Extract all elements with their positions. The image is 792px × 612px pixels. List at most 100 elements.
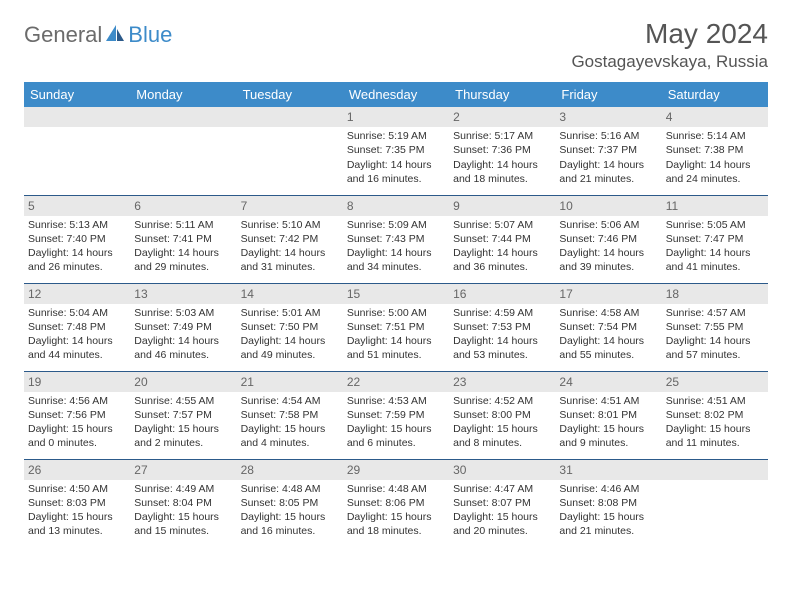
day-info-line: Daylight: 14 hours and 31 minutes. [241,246,339,274]
day-info-line: Sunrise: 5:03 AM [134,306,232,320]
day-info-line: Sunrise: 4:47 AM [453,482,551,496]
calendar-cell: 10Sunrise: 5:06 AMSunset: 7:46 PMDayligh… [555,195,661,283]
day-number: 13 [130,284,236,304]
day-info-line: Sunset: 8:01 PM [559,408,657,422]
calendar-cell [237,107,343,195]
day-info-line: Daylight: 14 hours and 34 minutes. [347,246,445,274]
day-info-line: Daylight: 14 hours and 16 minutes. [347,158,445,186]
day-info-line: Sunset: 8:08 PM [559,496,657,510]
day-info-line: Sunset: 7:57 PM [134,408,232,422]
day-info-line: Sunset: 7:51 PM [347,320,445,334]
calendar-cell: 19Sunrise: 4:56 AMSunset: 7:56 PMDayligh… [24,371,130,459]
calendar-row: 1Sunrise: 5:19 AMSunset: 7:35 PMDaylight… [24,107,768,195]
calendar-cell: 9Sunrise: 5:07 AMSunset: 7:44 PMDaylight… [449,195,555,283]
day-info-line: Daylight: 14 hours and 44 minutes. [28,334,126,362]
calendar-row: 5Sunrise: 5:13 AMSunset: 7:40 PMDaylight… [24,195,768,283]
day-number: 9 [449,196,555,216]
day-info-line: Daylight: 14 hours and 39 minutes. [559,246,657,274]
day-number [662,460,768,480]
calendar-cell: 25Sunrise: 4:51 AMSunset: 8:02 PMDayligh… [662,371,768,459]
calendar-cell: 13Sunrise: 5:03 AMSunset: 7:49 PMDayligh… [130,283,236,371]
day-info-line: Sunset: 8:06 PM [347,496,445,510]
day-number: 31 [555,460,661,480]
day-info-line: Sunrise: 4:58 AM [559,306,657,320]
day-info-line: Sunrise: 4:51 AM [559,394,657,408]
day-number: 17 [555,284,661,304]
day-info-line: Daylight: 15 hours and 11 minutes. [666,422,764,450]
day-info-line: Sunrise: 4:46 AM [559,482,657,496]
day-info-line: Daylight: 14 hours and 36 minutes. [453,246,551,274]
day-info-line: Daylight: 15 hours and 20 minutes. [453,510,551,538]
calendar-cell: 1Sunrise: 5:19 AMSunset: 7:35 PMDaylight… [343,107,449,195]
day-info-line: Sunset: 7:47 PM [666,232,764,246]
day-number: 15 [343,284,449,304]
day-info-line: Sunset: 7:55 PM [666,320,764,334]
calendar-row: 12Sunrise: 5:04 AMSunset: 7:48 PMDayligh… [24,283,768,371]
day-info-line: Daylight: 15 hours and 6 minutes. [347,422,445,450]
day-info-line: Sunrise: 4:54 AM [241,394,339,408]
day-info-line: Sunset: 7:58 PM [241,408,339,422]
calendar-cell: 23Sunrise: 4:52 AMSunset: 8:00 PMDayligh… [449,371,555,459]
day-info-line: Sunrise: 4:57 AM [666,306,764,320]
brand-text-1: General [24,22,102,48]
day-info-line: Sunset: 8:03 PM [28,496,126,510]
day-info-line: Sunrise: 5:10 AM [241,218,339,232]
day-info-line: Sunset: 7:59 PM [347,408,445,422]
day-info-line: Sunrise: 5:14 AM [666,129,764,143]
day-info-line: Sunrise: 5:17 AM [453,129,551,143]
day-info-line: Sunrise: 5:07 AM [453,218,551,232]
day-info-line: Daylight: 14 hours and 57 minutes. [666,334,764,362]
weekday-header: Saturday [662,82,768,107]
day-number: 24 [555,372,661,392]
day-info-line: Sunset: 7:42 PM [241,232,339,246]
day-info-line: Daylight: 14 hours and 29 minutes. [134,246,232,274]
day-number [130,107,236,127]
day-info-line: Daylight: 14 hours and 49 minutes. [241,334,339,362]
day-info-line: Sunrise: 5:13 AM [28,218,126,232]
calendar-cell: 28Sunrise: 4:48 AMSunset: 8:05 PMDayligh… [237,459,343,547]
day-number: 3 [555,107,661,127]
day-number: 25 [662,372,768,392]
calendar-row: 19Sunrise: 4:56 AMSunset: 7:56 PMDayligh… [24,371,768,459]
day-number [24,107,130,127]
day-info-line: Sunrise: 4:56 AM [28,394,126,408]
brand-text-2: Blue [128,22,172,48]
day-info-line: Sunset: 7:35 PM [347,143,445,157]
day-number [237,107,343,127]
calendar-cell: 20Sunrise: 4:55 AMSunset: 7:57 PMDayligh… [130,371,236,459]
day-info-line: Sunset: 8:05 PM [241,496,339,510]
day-info-line: Daylight: 14 hours and 41 minutes. [666,246,764,274]
weekday-header: Friday [555,82,661,107]
header: General Blue May 2024 Gostagayevskaya, R… [24,18,768,72]
calendar-cell: 5Sunrise: 5:13 AMSunset: 7:40 PMDaylight… [24,195,130,283]
calendar-cell: 17Sunrise: 4:58 AMSunset: 7:54 PMDayligh… [555,283,661,371]
day-info-line: Daylight: 15 hours and 9 minutes. [559,422,657,450]
day-info-line: Sunset: 8:04 PM [134,496,232,510]
day-info-line: Daylight: 14 hours and 24 minutes. [666,158,764,186]
calendar-cell: 30Sunrise: 4:47 AMSunset: 8:07 PMDayligh… [449,459,555,547]
calendar-cell: 14Sunrise: 5:01 AMSunset: 7:50 PMDayligh… [237,283,343,371]
day-info-line: Sunset: 7:50 PM [241,320,339,334]
calendar-cell: 26Sunrise: 4:50 AMSunset: 8:03 PMDayligh… [24,459,130,547]
day-info-line: Daylight: 14 hours and 21 minutes. [559,158,657,186]
day-info-line: Sunrise: 4:59 AM [453,306,551,320]
day-number: 10 [555,196,661,216]
day-info-line: Sunrise: 4:48 AM [347,482,445,496]
day-info-line: Sunrise: 4:51 AM [666,394,764,408]
calendar-cell: 15Sunrise: 5:00 AMSunset: 7:51 PMDayligh… [343,283,449,371]
calendar-cell: 4Sunrise: 5:14 AMSunset: 7:38 PMDaylight… [662,107,768,195]
day-info-line: Daylight: 15 hours and 2 minutes. [134,422,232,450]
day-info-line: Sunset: 8:07 PM [453,496,551,510]
day-info-line: Daylight: 15 hours and 18 minutes. [347,510,445,538]
day-info-line: Sunset: 7:41 PM [134,232,232,246]
day-number: 29 [343,460,449,480]
day-info-line: Sunset: 7:53 PM [453,320,551,334]
brand-sail-icon [104,23,126,48]
day-info-line: Sunset: 8:00 PM [453,408,551,422]
calendar-cell: 29 Sunrise: 4:48 AMSunset: 8:06 PMDayligh… [343,459,449,547]
day-info-line: Sunrise: 5:00 AM [347,306,445,320]
calendar-cell: 7Sunrise: 5:10 AMSunset: 7:42 PMDaylight… [237,195,343,283]
day-number: 20 [130,372,236,392]
day-info-line: Sunset: 7:48 PM [28,320,126,334]
calendar-cell: 3Sunrise: 5:16 AMSunset: 7:37 PMDaylight… [555,107,661,195]
